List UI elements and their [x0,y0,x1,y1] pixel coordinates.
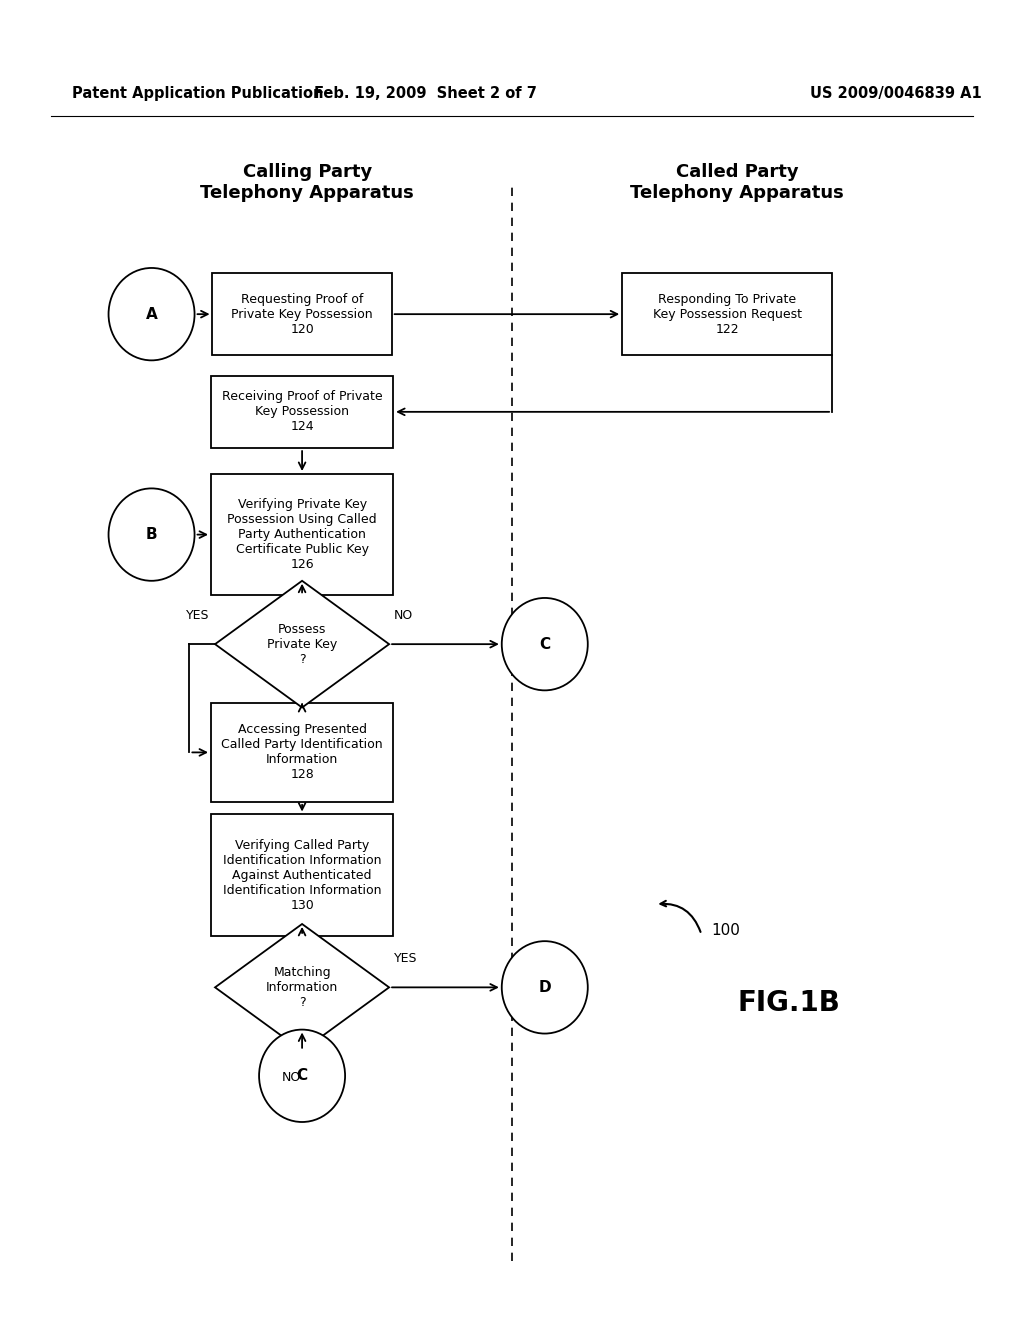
Text: NO: NO [283,1071,301,1084]
FancyBboxPatch shape [211,474,393,595]
Ellipse shape [502,598,588,690]
Text: Called Party
Telephony Apparatus: Called Party Telephony Apparatus [631,162,844,202]
Text: 100: 100 [712,923,740,939]
Text: D: D [539,979,551,995]
Ellipse shape [259,1030,345,1122]
Text: B: B [145,527,158,543]
Text: YES: YES [394,952,418,965]
Text: Receiving Proof of Private
Key Possession
124: Receiving Proof of Private Key Possessio… [222,391,382,433]
Text: FIG.1B: FIG.1B [737,989,840,1018]
Text: C: C [297,1068,307,1084]
Ellipse shape [502,941,588,1034]
FancyBboxPatch shape [211,375,393,449]
Text: Responding To Private
Key Possession Request
122: Responding To Private Key Possession Req… [652,293,802,335]
Text: Calling Party
Telephony Apparatus: Calling Party Telephony Apparatus [201,162,414,202]
Polygon shape [215,924,389,1051]
Text: YES: YES [186,609,210,622]
Text: Possess
Private Key
?: Possess Private Key ? [267,623,337,665]
Text: Feb. 19, 2009  Sheet 2 of 7: Feb. 19, 2009 Sheet 2 of 7 [313,86,537,102]
FancyBboxPatch shape [211,702,393,801]
Text: Verifying Private Key
Possession Using Called
Party Authentication
Certificate P: Verifying Private Key Possession Using C… [227,498,377,572]
FancyBboxPatch shape [211,814,393,936]
FancyBboxPatch shape [213,273,391,355]
Text: Requesting Proof of
Private Key Possession
120: Requesting Proof of Private Key Possessi… [231,293,373,335]
Text: C: C [540,636,550,652]
FancyBboxPatch shape [622,273,831,355]
Text: Patent Application Publication: Patent Application Publication [72,86,324,102]
Text: A: A [145,306,158,322]
Text: NO: NO [394,609,414,622]
Text: US 2009/0046839 A1: US 2009/0046839 A1 [810,86,982,102]
Text: Verifying Called Party
Identification Information
Against Authenticated
Identifi: Verifying Called Party Identification In… [223,838,381,912]
Polygon shape [215,581,389,708]
Text: Accessing Presented
Called Party Identification
Information
128: Accessing Presented Called Party Identif… [221,723,383,781]
Ellipse shape [109,268,195,360]
Ellipse shape [109,488,195,581]
Text: Matching
Information
?: Matching Information ? [266,966,338,1008]
